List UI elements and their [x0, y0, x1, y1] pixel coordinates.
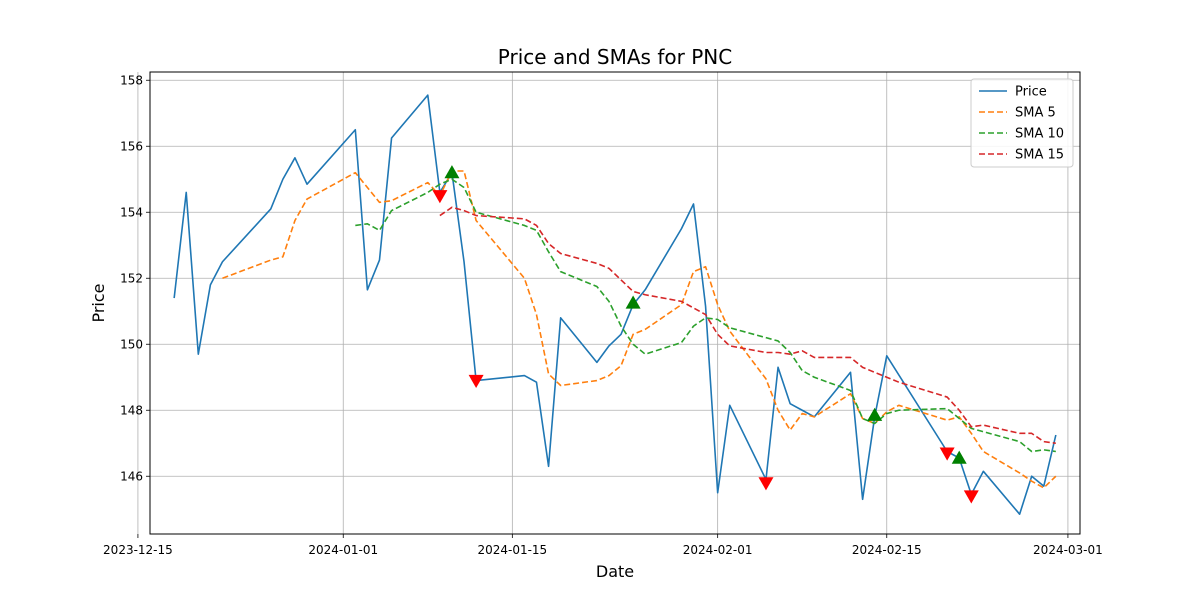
x-tick-label: 2024-03-01 — [1033, 543, 1103, 557]
x-tick-label: 2024-02-15 — [852, 543, 922, 557]
x-tick-label: 2024-01-01 — [308, 543, 378, 557]
legend-label: Price — [1015, 85, 1047, 100]
axis-ticks: 2023-12-15 2024-01-01 2024-01-15 2024-02-01… — [103, 73, 1103, 557]
series-line-price — [173, 94, 1057, 516]
sell-signal-marker — [432, 190, 448, 204]
y-axis-label: Price — [89, 283, 108, 322]
sell-signal-marker — [963, 490, 979, 504]
x-tick-label: 2023-12-15 — [103, 543, 173, 557]
y-tick-label: 158 — [120, 73, 143, 87]
x-tick-label: 2024-02-01 — [683, 543, 753, 557]
sell-signal-marker — [758, 477, 774, 491]
y-tick-label: 154 — [120, 205, 143, 219]
grid — [137, 72, 1080, 534]
buy-signal-marker — [444, 165, 460, 179]
sell-signal-marker — [939, 447, 955, 461]
plot-frame — [149, 71, 1081, 535]
x-axis-label: Date — [596, 562, 634, 581]
series-line-sma-15 — [439, 206, 1056, 445]
legend-label: SMA 15 — [1015, 148, 1064, 163]
legend: Price SMA 5 SMA 10 SMA 15 — [970, 78, 1074, 168]
chart-title: Price and SMAs for PNC — [498, 45, 732, 69]
series-line-sma-5 — [222, 170, 1057, 489]
series-lines — [173, 94, 1057, 516]
legend-label: SMA 5 — [1015, 106, 1056, 121]
series-line-sma-10 — [355, 178, 1056, 453]
sell-signal-marker — [468, 374, 484, 389]
buy-signal-marker — [625, 295, 641, 309]
y-tick-label: 148 — [120, 403, 143, 417]
y-tick-label: 146 — [120, 469, 143, 483]
y-tick-label: 152 — [120, 271, 143, 285]
legend-label: SMA 10 — [1015, 127, 1064, 142]
legend-box — [970, 78, 1074, 168]
x-tick-label: 2024-01-15 — [477, 543, 547, 557]
signal-markers — [432, 165, 979, 504]
y-tick-label: 156 — [120, 139, 143, 153]
buy-signal-marker — [951, 450, 967, 464]
y-tick-label: 150 — [120, 337, 143, 351]
buy-signal-marker — [867, 407, 883, 421]
